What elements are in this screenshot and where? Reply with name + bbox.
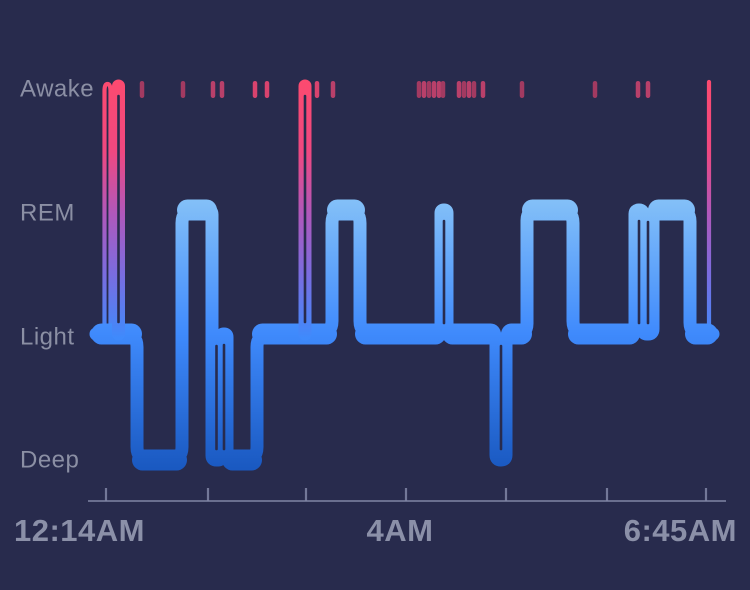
sleep-segment-deep (132, 449, 187, 471)
sleep-line-group (89, 199, 720, 471)
awake-tick (635, 81, 641, 98)
time-label-mid: 4AM (367, 513, 434, 548)
sleep-line (89, 203, 720, 467)
sleep-segment-light (355, 323, 446, 345)
sleep-segment-light (568, 323, 640, 345)
sleep-segment-rem (177, 199, 217, 221)
awake-tick (180, 81, 186, 98)
sleep-segment-rem (648, 199, 695, 221)
awake-tick (645, 81, 651, 98)
awake-tick (252, 81, 258, 98)
sleep-segment-light (252, 323, 337, 345)
stage-label-rem: REM (20, 200, 75, 227)
sleep-segment-light (685, 323, 718, 345)
sleep-segment-rem (522, 199, 578, 221)
awake-ticks-group (139, 81, 651, 98)
awake-spike-thin (102, 81, 113, 330)
awake-tick (471, 81, 477, 98)
awake-spikes-under-group (102, 79, 712, 333)
awake-tick (480, 81, 486, 98)
awake-tick (139, 81, 145, 98)
time-labels-group: 12:14AM 4AM 6:45AM (14, 513, 737, 548)
sleep-segment-deep (222, 449, 262, 471)
awake-tick (456, 81, 462, 98)
time-axis-group (88, 488, 726, 502)
time-label-start: 12:14AM (14, 513, 145, 548)
awake-tick (592, 81, 598, 98)
sleep-segment-rem (327, 199, 365, 221)
awake-tick (264, 81, 270, 98)
time-label-end: 6:45AM (624, 513, 737, 548)
awake-tick (426, 81, 432, 98)
awake-spikes-over-group (112, 79, 312, 341)
sleep-segment-light (501, 323, 532, 345)
sleep-segment-light (442, 323, 501, 345)
awake-tick (519, 81, 525, 98)
stage-labels-group: Awake REM Light Deep (20, 76, 94, 474)
awake-tick (210, 81, 216, 98)
awake-tick (416, 81, 422, 98)
awake-tick (466, 81, 472, 98)
awake-tick (314, 81, 320, 98)
awake-tick (219, 81, 225, 98)
awake-tick (440, 81, 446, 98)
awake-tick (421, 81, 427, 98)
stage-label-deep: Deep (20, 447, 79, 474)
awake-tick (461, 81, 467, 98)
awake-tick (436, 81, 442, 98)
awake-tick (330, 81, 336, 98)
stage-label-awake: Awake (20, 76, 94, 103)
stage-label-light: Light (20, 324, 75, 351)
awake-tick (431, 81, 437, 98)
